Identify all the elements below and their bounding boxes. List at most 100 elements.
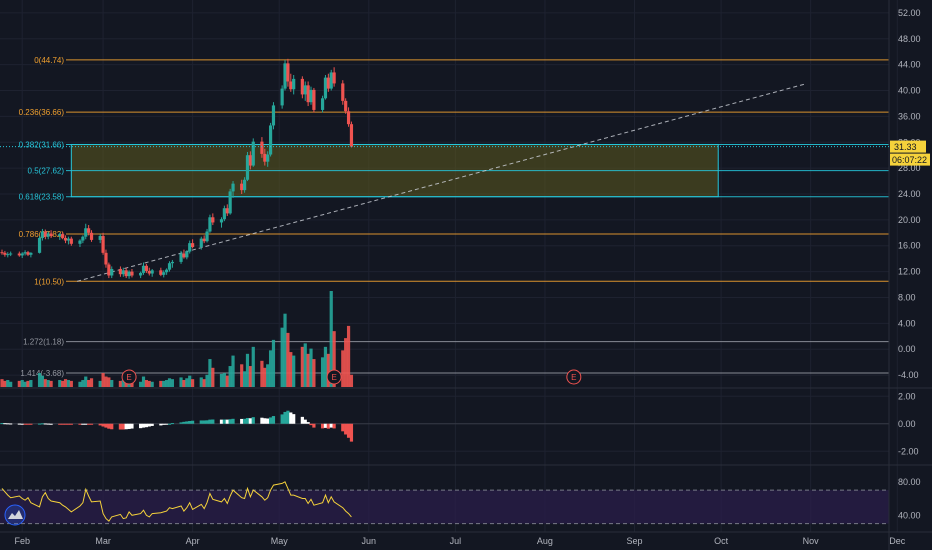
volume-bar [266,364,270,387]
volume-bar [9,381,13,387]
volume-bar [0,379,4,387]
volume-bar [124,380,128,387]
candle-body [40,231,45,238]
time-axis-label: Apr [186,536,200,546]
candle-body [341,83,345,101]
earnings-marker[interactable] [326,369,342,385]
candle-body [179,253,183,262]
volume-bar [78,381,82,387]
volume-bar [245,353,250,387]
volume-bar [63,379,68,387]
price-axis-label: 20.00 [898,215,921,225]
candle-body [84,228,88,237]
candle-body [81,236,85,241]
macd-bar [199,420,203,424]
candle-body [228,191,232,214]
macd-bar [118,423,123,430]
candle-body [69,238,73,244]
macd-bar [170,423,174,425]
macd-bar [240,418,244,424]
macd-bar [63,423,68,425]
macd-bar [251,417,255,424]
volume-bar [170,379,174,387]
volume-bar [46,380,50,387]
countdown-box [890,153,930,166]
macd-bar [9,423,13,425]
fibonacci-retracement[interactable]: 0(44.74) 0.236(36.66) 0.382(31.66) 0.5(27.6… [19,56,889,378]
candle-body [309,89,313,103]
volume-bar [162,380,166,387]
candle-body [271,105,276,126]
time-axis-label: Aug [537,536,553,546]
volume-bar [251,346,255,387]
candle-body [26,252,30,255]
fib-level-label: 1.272(1.18) [23,338,64,347]
volume-bar [271,339,276,387]
macd-bar [107,423,111,429]
candle-body [0,252,4,254]
volume-bar [219,373,224,387]
candle-body [306,85,310,103]
volume-bar [323,346,328,387]
macd-bar [260,417,264,424]
volume-bar [268,350,273,387]
volume-bar [263,367,267,387]
macd-bar [182,421,186,424]
candle-body [312,89,316,110]
earnings-marker[interactable] [566,369,582,385]
fib-level-label: 0.236(36.66) [19,108,65,117]
volume-bar [165,380,169,387]
pane-separators [0,387,932,533]
macd-axis-label: 0.00 [898,419,916,429]
volume-bar [289,352,293,387]
macd-bar [139,423,143,429]
time-axis-label: Nov [803,536,820,546]
earnings-marker[interactable] [121,369,137,385]
fib-level-label: 0.382(31.66) [19,140,65,149]
macd-bar [222,419,226,424]
macd-bar [29,423,33,425]
candle-body [332,72,336,84]
price-axis-label: 28.00 [898,163,921,173]
tradingview-logo-icon[interactable] [4,504,26,526]
volume-bar [208,359,212,387]
macd-bar [245,417,250,424]
volume-bar [87,380,91,387]
volume-bar [23,381,27,387]
volume-bar [309,348,313,387]
macd-bar [162,423,166,425]
macd-bar [37,423,42,425]
candle-body [222,208,226,220]
macd-histogram [0,410,889,442]
logo-mountain [8,510,23,519]
price-axis-label: 40.00 [898,86,921,96]
candle-body [144,265,148,271]
macd-bar [185,421,189,424]
candle-body [20,253,24,256]
macd-bar [46,423,50,425]
logo-circle[interactable] [4,504,26,526]
volume-bar [43,379,47,387]
macd-bar [329,423,333,428]
candle-body [349,124,354,147]
macd-bar [323,423,328,428]
candle-body [89,232,94,240]
candle-body [9,253,13,255]
volume-bar [167,378,172,387]
volume-bar [240,364,244,387]
candle-body [191,243,195,248]
candle-body [110,269,114,276]
volume-bar [98,380,102,387]
macd-bar [205,420,209,424]
candle-body [162,272,166,275]
candle-body [300,78,304,95]
price-axis-label: 36.00 [898,111,921,121]
macd-bar [121,423,125,430]
macd-bar [228,419,232,424]
last-price-value: 31.33 [894,142,917,152]
candle-body [87,228,91,233]
price-axis-label: 48.00 [898,34,921,44]
price-axis-label: 24.00 [898,189,921,199]
